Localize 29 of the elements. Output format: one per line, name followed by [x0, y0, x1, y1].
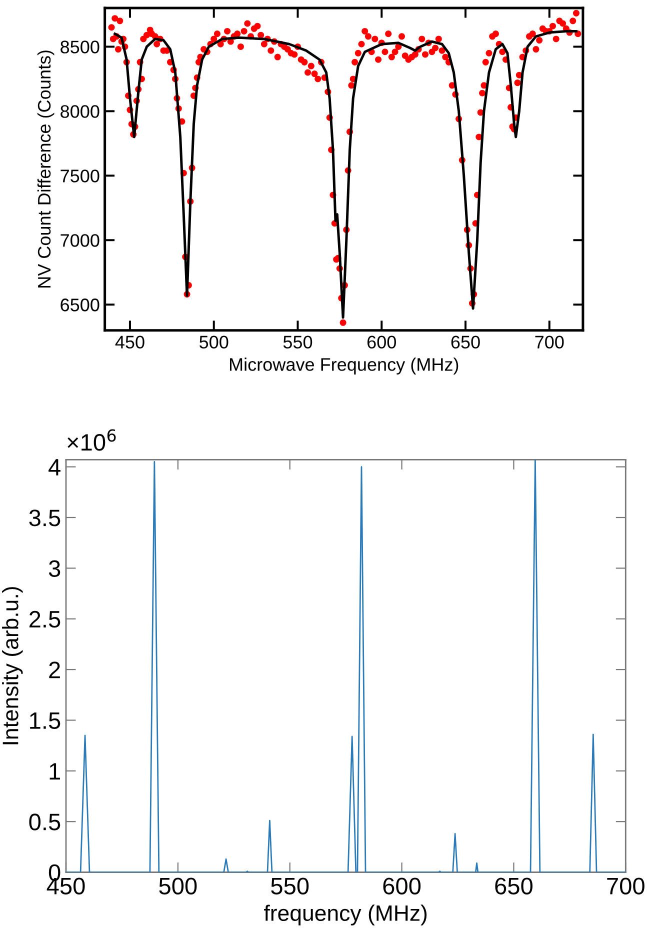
- y-tick-label: 3: [48, 560, 60, 577]
- y-tick-label: 6500: [60, 298, 100, 312]
- y-tick-label: 1: [50, 763, 60, 780]
- x-tick-label: 450: [115, 336, 144, 349]
- x-tick-label: 650: [495, 878, 532, 894]
- x-tick-label: 550: [283, 336, 312, 349]
- y-tick-label: 3.5: [29, 510, 60, 526]
- x-tick-label: 500: [200, 336, 228, 349]
- x-tick-label: 600: [367, 336, 396, 349]
- y-tick-label: 0.5: [29, 814, 60, 830]
- y-tick-label: 7500: [60, 170, 100, 182]
- x-tick-label: 700: [607, 878, 644, 894]
- y-tick-label: 2.5: [30, 610, 60, 628]
- y-tick-label: 2: [49, 662, 60, 678]
- y-tick-label: 8000: [60, 105, 100, 118]
- y-tick-label: 7000: [60, 234, 100, 247]
- x-tick-label: 550: [271, 878, 309, 894]
- x-axis-title: Microwave Frequency (MHz): [230, 358, 458, 374]
- y-tick-label: 4: [48, 459, 60, 476]
- y-tick-label: 1.5: [30, 712, 60, 730]
- y-axis-title: Intensity (arb.u.): [2, 587, 23, 744]
- x-tick-label: 600: [383, 878, 421, 894]
- x-tick-label: 650: [451, 336, 480, 349]
- text: ×10$^{6}$: [68, 429, 116, 451]
- y-axis-title: NV Count Difference (Counts): [37, 50, 54, 288]
- x-tick-label: 700: [535, 336, 564, 349]
- y-tick-label: 8500: [60, 40, 100, 54]
- x-tick-label: 500: [159, 878, 197, 894]
- x-axis-title: frequency (MHz): [264, 904, 427, 926]
